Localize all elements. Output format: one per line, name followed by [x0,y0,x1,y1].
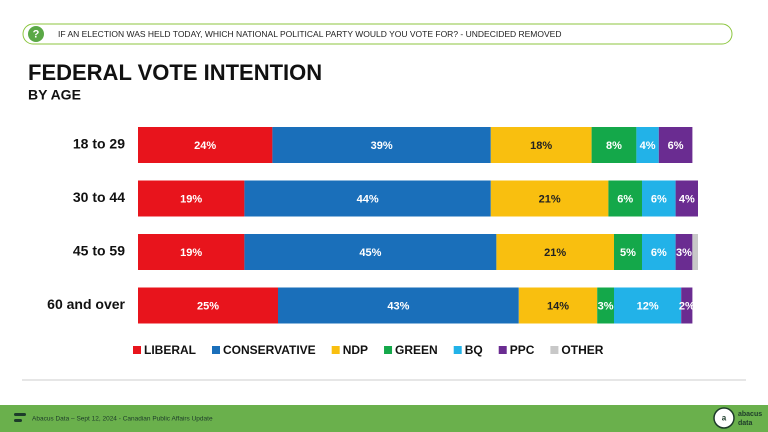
logo-text: abacus [738,411,762,418]
legend-label: BQ [465,343,483,357]
logo-circle [713,407,735,429]
y-tick-label: 60 and over [47,296,125,312]
bar-segment [490,127,592,163]
question-text: IF AN ELECTION WAS HELD TODAY, WHICH NAT… [58,29,561,39]
bar-segment [614,287,682,324]
data-label: 21% [539,193,561,205]
logo-text: data [738,420,753,427]
bar-segment [658,127,693,163]
footer-mark [14,419,22,422]
footer-source: Abacus Data – Sept 12, 2024 - Canadian P… [32,416,213,423]
bar-segment [636,127,659,163]
y-tick-label: 18 to 29 [73,136,125,152]
data-label: 6% [617,193,633,205]
data-label: 21% [544,247,566,259]
bar-segment [642,180,676,217]
bar-segment [614,234,642,270]
data-label: 6% [651,247,667,259]
bar-segment [138,180,245,217]
legend-swatch [384,346,393,354]
bar-segment [244,234,497,270]
bar-segment [642,234,676,270]
data-label: 2% [679,300,695,312]
legend-swatch [498,346,507,354]
data-label: 6% [668,140,684,152]
legend-swatch [453,346,462,354]
legend-label: GREEN [395,343,438,357]
legend-swatch [331,346,340,354]
chart-subtitle: BY AGE [28,87,81,103]
data-label: 8% [606,140,622,152]
data-label: 45% [359,247,381,259]
bar-segment [138,234,245,270]
data-label: 43% [387,300,409,312]
legend-swatch [133,346,141,354]
data-label: 18% [530,140,552,152]
legend-label: NDP [343,343,368,357]
data-label: 14% [547,300,569,312]
bar-segment [244,180,491,217]
bar-segment [518,287,598,324]
bar-segment [490,180,609,217]
data-label: 3% [676,247,692,259]
legend-label: CONSERVATIVE [223,343,316,357]
question-icon-mark: ? [33,28,40,40]
data-label: 3% [598,300,614,312]
bar-segment [591,127,637,163]
data-label: 4% [640,140,656,152]
bar-segment [278,287,519,324]
data-label: 4% [679,193,695,205]
bar-segment [681,287,693,324]
question-icon [28,26,44,42]
data-label: 5% [620,247,636,259]
bar-segment [608,180,642,217]
data-label: 44% [357,193,379,205]
data-label: 39% [371,140,393,152]
legend-swatch [550,346,559,354]
y-tick-label: 45 to 59 [73,243,125,259]
data-label: 6% [651,193,667,205]
bar-segment [138,127,273,163]
legend-label: OTHER [561,343,603,357]
y-tick-label: 30 to 44 [73,189,125,205]
data-label: 12% [637,300,659,312]
question-box [22,23,733,45]
bar-segment [597,287,614,324]
chart-title: FEDERAL VOTE INTENTION [28,60,322,85]
data-label: 19% [180,193,202,205]
data-label: 24% [194,140,216,152]
logo-glyph: a [722,414,727,423]
bar-segment [692,234,698,270]
data-label: 25% [197,300,219,312]
bar-segment [272,127,491,163]
data-label: 19% [180,247,202,259]
footer-band [0,405,768,432]
bar-segment [138,287,278,324]
footer-mark [14,413,26,416]
bar-segment [675,180,698,217]
legend-label: LIBERAL [144,343,196,357]
legend-swatch [212,346,220,354]
bar-segment [675,234,693,270]
legend-label: PPC [510,343,535,357]
bar-segment [496,234,614,270]
